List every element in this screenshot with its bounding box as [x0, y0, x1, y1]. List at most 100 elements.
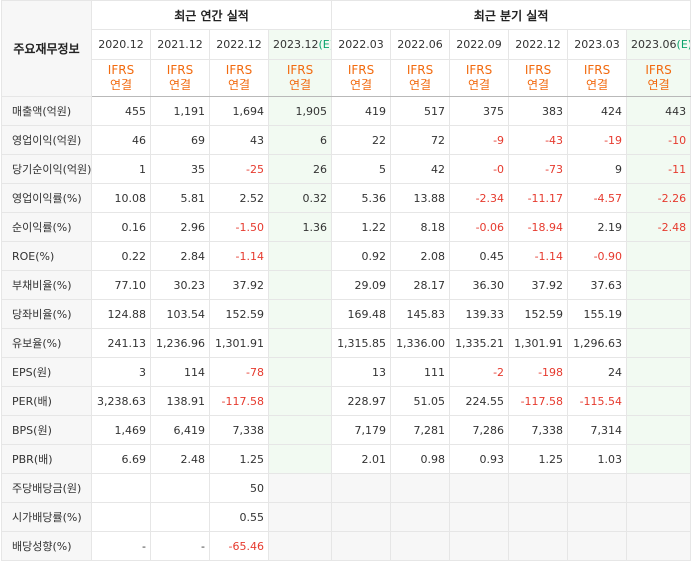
row-label: 영업이익(억원) — [1, 125, 92, 155]
table-cell: -1.14 — [508, 241, 569, 271]
table-cell: -18.94 — [508, 212, 569, 242]
table-cell — [626, 241, 691, 271]
table-cell: 224.55 — [449, 386, 510, 416]
row-label: PER(배) — [1, 386, 92, 416]
table-cell: 2.08 — [390, 241, 451, 271]
ifrs-consolidated-cell: IFRS 연결 — [267, 59, 333, 97]
quarter-date-4: 2022.12 — [508, 29, 569, 60]
ifrs-consolidated-cell: IFRS 연결 — [508, 59, 569, 97]
table-cell: -117.58 — [209, 386, 269, 416]
table-cell: -65.46 — [209, 531, 269, 561]
table-cell: 2.48 — [150, 444, 210, 474]
table-cell: -198 — [508, 357, 569, 387]
table-cell: -2.34 — [449, 183, 510, 213]
table-cell: 1.03 — [567, 444, 628, 474]
ifrs-label: IFRS — [645, 63, 672, 77]
table-cell — [390, 531, 451, 561]
table-cell: - — [91, 531, 151, 561]
table-cell: 152.59 — [209, 299, 269, 329]
table-cell: 6 — [267, 125, 333, 155]
row-label: EPS(원) — [1, 357, 92, 387]
table-cell: -4.57 — [567, 183, 628, 213]
table-cell: 3 — [91, 357, 151, 387]
ifrs-label: IFRS — [166, 63, 194, 77]
table-cell — [331, 502, 392, 532]
table-cell: 37.92 — [209, 270, 269, 300]
table-row: 당기순이익(억원) 1 35 -25 26 5 42 -0 -73 9 -11 — [1, 154, 691, 184]
table-cell: 30.23 — [150, 270, 210, 300]
table-cell: 383 — [508, 96, 569, 126]
quarter-date-5: 2023.03 — [567, 29, 628, 60]
consolidated-label: 연결 — [409, 78, 432, 92]
table-cell: 443 — [626, 96, 691, 126]
table-cell: 152.59 — [508, 299, 569, 329]
quarter-date-1: 2022.03 — [331, 29, 392, 60]
ifrs-consolidated-cell: IFRS 연결 — [626, 59, 691, 97]
table-cell: 139.33 — [449, 299, 510, 329]
table-cell: 3,238.63 — [91, 386, 151, 416]
table-cell: 1,296.63 — [567, 328, 628, 358]
table-cell — [267, 473, 333, 503]
quarterly-performance-header: 최근 분기 실적 — [331, 0, 691, 30]
table-cell: -2 — [449, 357, 510, 387]
table-cell: 6,419 — [150, 415, 210, 445]
table-row: BPS(원) 1,469 6,419 7,338 7,179 7,281 7,286 7,33… — [1, 415, 691, 445]
annual-date-2: 2021.12 — [150, 29, 210, 60]
table-cell: 7,286 — [449, 415, 510, 445]
table-cell — [267, 357, 333, 387]
row-label: 유보율(%) — [1, 328, 92, 358]
table-cell: 51.05 — [390, 386, 451, 416]
table-cell: 0.32 — [267, 183, 333, 213]
table-cell — [267, 502, 333, 532]
ifrs-label: IFRS — [583, 63, 611, 77]
estimate-marker: (E) — [676, 38, 691, 51]
table-cell: 10.08 — [91, 183, 151, 213]
table-cell: 46 — [91, 125, 151, 155]
table-row: PER(배) 3,238.63 138.91 -117.58 228.97 51.05 22… — [1, 386, 691, 416]
table-cell: -0.90 — [567, 241, 628, 271]
table-cell: 375 — [449, 96, 510, 126]
ifrs-consolidated-cell: IFRS 연결 — [449, 59, 510, 97]
table-cell — [626, 502, 691, 532]
ifrs-consolidated-cell: IFRS 연결 — [331, 59, 392, 97]
consolidated-label: 연결 — [647, 78, 670, 92]
table-row: 주당배당금(원) 50 — [1, 473, 691, 503]
table-cell — [331, 531, 392, 561]
table-row: 시가배당률(%) 0.55 — [1, 502, 691, 532]
table-cell: 0.93 — [449, 444, 510, 474]
table-cell: 2.96 — [150, 212, 210, 242]
table-cell — [91, 502, 151, 532]
table-cell: 2.52 — [209, 183, 269, 213]
table-cell: 37.63 — [567, 270, 628, 300]
row-label: ROE(%) — [1, 241, 92, 271]
table-cell: 77.10 — [91, 270, 151, 300]
ifrs-consolidated-cell: IFRS 연결 — [390, 59, 451, 97]
ifrs-label: IFRS — [107, 63, 135, 77]
table-cell — [150, 473, 210, 503]
table-cell: -73 — [508, 154, 569, 184]
row-label: 부채비율(%) — [1, 270, 92, 300]
row-label: PBR(배) — [1, 444, 92, 474]
table-cell: 1,469 — [91, 415, 151, 445]
table-cell — [449, 502, 510, 532]
table-cell: 5 — [331, 154, 392, 184]
table-cell: 138.91 — [150, 386, 210, 416]
table-cell: 1.36 — [267, 212, 333, 242]
ifrs-consolidated-cell: IFRS 연결 — [91, 59, 151, 97]
consolidated-label: 연결 — [350, 78, 373, 92]
row-label: BPS(원) — [1, 415, 92, 445]
table-cell: 36.30 — [449, 270, 510, 300]
table-cell — [626, 444, 691, 474]
table-cell — [267, 444, 333, 474]
table-cell — [508, 531, 569, 561]
consolidated-label: 연결 — [586, 78, 609, 92]
quarter-date-3: 2022.09 — [449, 29, 510, 60]
table-cell — [626, 415, 691, 445]
table-cell: 169.48 — [331, 299, 392, 329]
table-cell: 517 — [390, 96, 451, 126]
table-cell — [267, 299, 333, 329]
table-cell: -78 — [209, 357, 269, 387]
table-cell: -11.17 — [508, 183, 569, 213]
row-label: 당기순이익(억원) — [1, 154, 92, 184]
table-cell — [267, 386, 333, 416]
